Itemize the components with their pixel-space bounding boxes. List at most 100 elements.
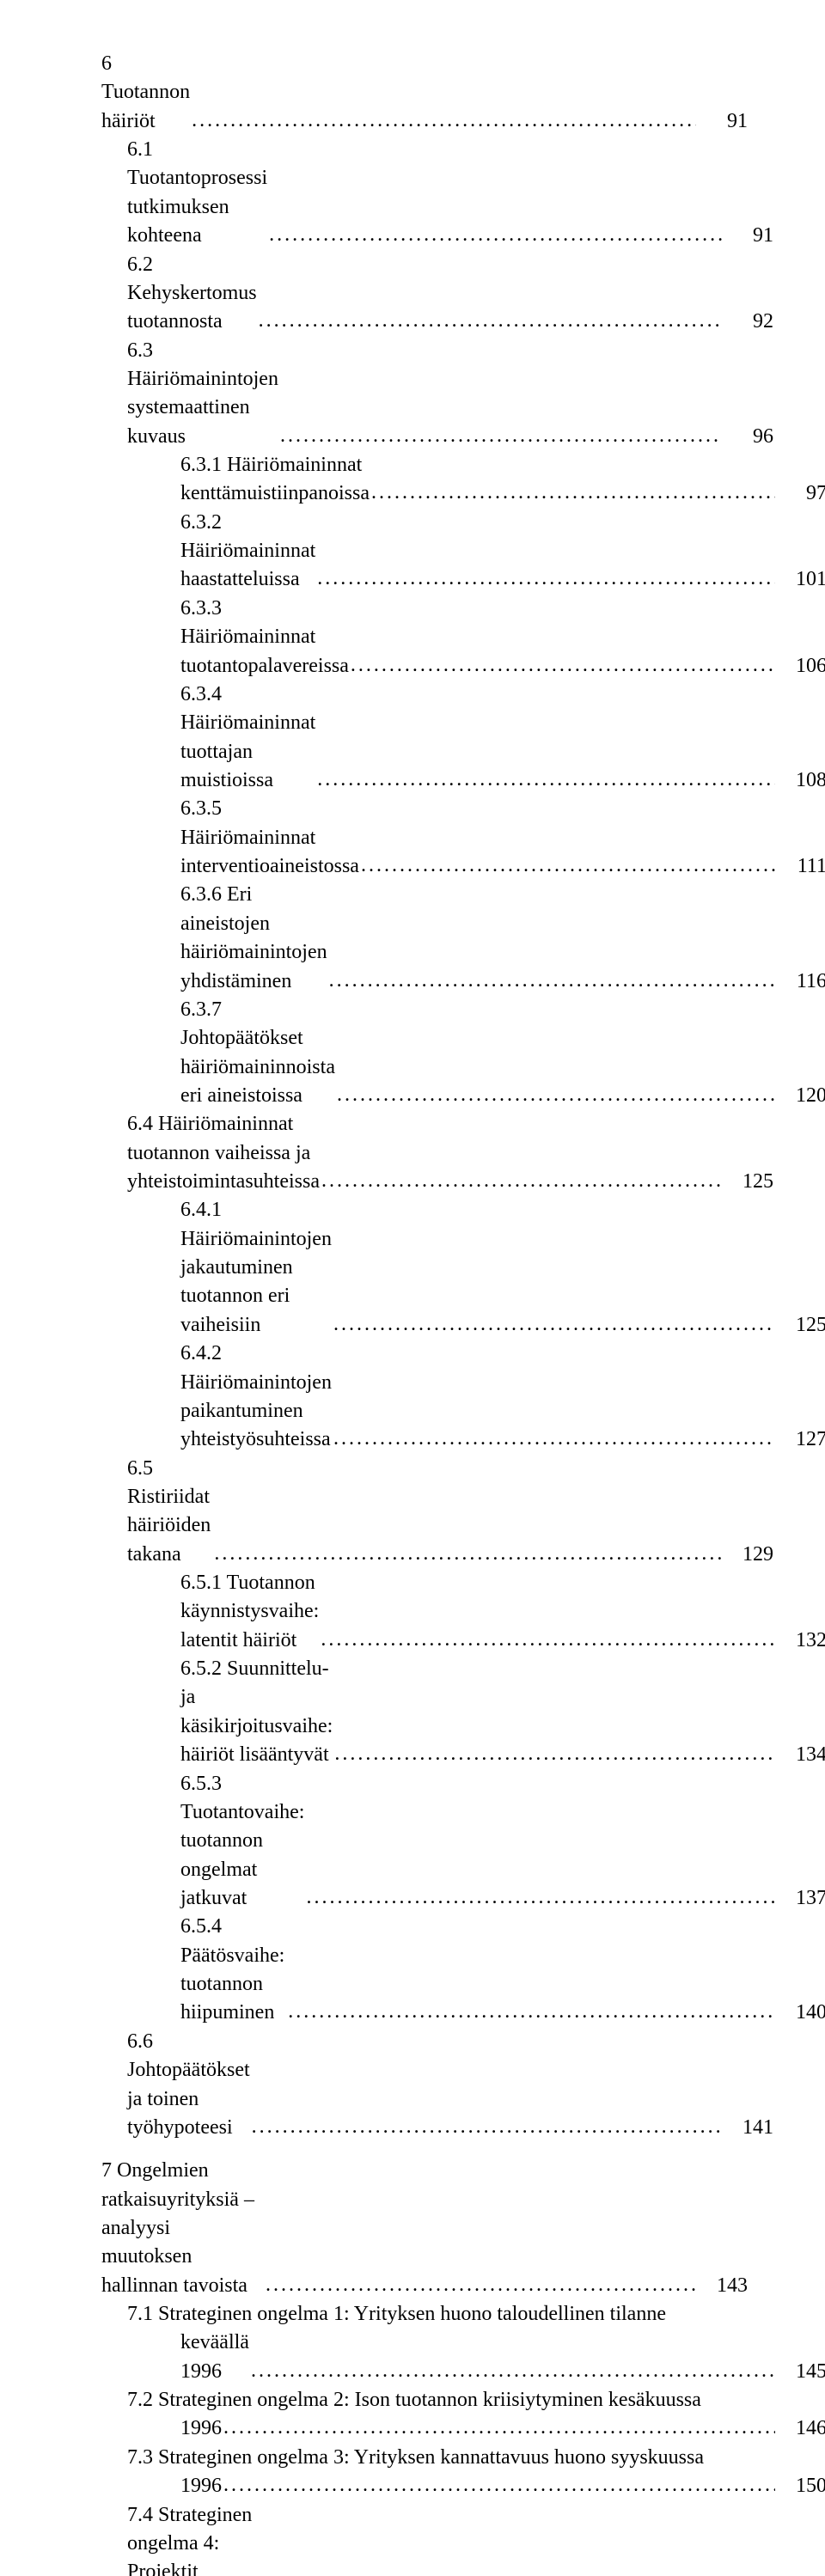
- table-of-contents-page: 6 Tuotannon häiriöt.....................…: [0, 0, 825, 2576]
- toc-leader: ........................................…: [267, 221, 722, 249]
- toc-entry-title: 7.2 Strateginen ongelma 2: Ison tuotanno…: [127, 2386, 701, 2414]
- toc-entry-title: 7 Ongelmien ratkaisuyrityksiä – analyysi…: [101, 2157, 264, 2300]
- toc-leader: ........................................…: [332, 1310, 775, 1339]
- toc-leader: ........................................…: [320, 1167, 722, 1195]
- toc-entry: 6.3.2 Häiriömaininnat haastatteluissa...…: [101, 509, 825, 595]
- toc-entry-title-cont: 1996: [180, 2472, 222, 2500]
- toc-entry-title: 6.2 Kehyskertomus tuotannosta: [127, 251, 257, 337]
- toc-entry-title: 6.5.2 Suunnittelu- ja käsikirjoitusvaihe…: [180, 1655, 333, 1769]
- toc-entry-title: 6 Tuotannon häiriöt: [101, 50, 190, 136]
- toc-entry-title: 6.3.1 Häiriömaininnat kenttämuistiinpano…: [180, 451, 370, 509]
- toc-entry-title: 6.5.4 Päätösvaihe: tuotannon hiipuminen: [180, 1913, 286, 2027]
- toc-entry-title: 6.3.4 Häiriömaininnat tuottajan muistioi…: [180, 681, 315, 795]
- toc-entry: 6.4.2 Häiriömainintojen paikantuminen yh…: [101, 1340, 825, 1454]
- toc-leader: ........................................…: [264, 2271, 696, 2299]
- toc-leader: ........................................…: [349, 651, 775, 680]
- toc-page-number: 125: [775, 1311, 825, 1340]
- toc-entry-title: 6.5.3 Tuotantovaihe: tuotannon ongelmat …: [180, 1770, 305, 1914]
- toc-page-number: 141: [722, 2114, 773, 2142]
- toc-leader: ........................................…: [315, 565, 775, 593]
- toc-leader: ........................................…: [190, 107, 696, 135]
- toc-leader: ........................................…: [222, 2471, 775, 2500]
- toc-entry: 6.5.3 Tuotantovaihe: tuotannon ongelmat …: [101, 1770, 825, 1914]
- toc-leader: ........................................…: [333, 1740, 775, 1768]
- toc-entry-title: 6.1 Tuotantoprosessi tutkimuksen kohteen…: [127, 136, 267, 250]
- toc-page-number: 108: [775, 766, 825, 795]
- toc-page-number: 140: [775, 1999, 825, 2027]
- toc-page-number: 145: [775, 2358, 825, 2386]
- toc-leader: ........................................…: [222, 2414, 775, 2442]
- toc-entry: 6.3.7 Johtopäätökset häiriömaininnoista …: [101, 996, 825, 1110]
- toc-entry: 7.2 Strateginen ongelma 2: Ison tuotanno…: [101, 2386, 773, 2414]
- toc-entry-title: 6.3.5 Häiriömaininnat interventioaineist…: [180, 795, 359, 881]
- toc-entry: 6.5.2 Suunnittelu- ja käsikirjoitusvaihe…: [101, 1655, 825, 1769]
- toc-page-number: 106: [775, 652, 825, 681]
- toc-page-number: 134: [775, 1741, 825, 1769]
- toc-entry: 6 Tuotannon häiriöt.....................…: [101, 50, 748, 136]
- toc-entry-title: 6.4.1 Häiriömainintojen jakautuminen tuo…: [180, 1196, 332, 1340]
- toc-entry: 6.1 Tuotantoprosessi tutkimuksen kohteen…: [101, 136, 773, 250]
- toc-leader: ........................................…: [335, 1081, 775, 1109]
- toc-leader: ........................................…: [359, 852, 775, 880]
- toc-page-number: 96: [722, 423, 773, 451]
- toc-entry-title: 6.5.1 Tuotannon käynnistysvaihe: latenti…: [180, 1569, 319, 1655]
- toc-entry-title: 6.4 Häiriömaininnat tuotannon vaiheissa …: [127, 1110, 320, 1196]
- toc-leader: ........................................…: [278, 422, 722, 450]
- toc-entry: 7.1 Strateginen ongelma 1: Yrityksen huo…: [101, 2300, 773, 2329]
- toc-leader: ........................................…: [250, 2113, 722, 2141]
- toc-page-number: 91: [722, 222, 773, 250]
- toc-entry-title: 6.4.2 Häiriömainintojen paikantuminen yh…: [180, 1340, 332, 1454]
- toc-page-number: 91: [696, 107, 748, 136]
- toc-page-number: 120: [775, 1082, 825, 1110]
- toc-entry: 6.3.1 Häiriömaininnat kenttämuistiinpano…: [101, 451, 825, 509]
- toc-page-number: 92: [722, 308, 773, 336]
- toc-leader: ........................................…: [305, 1883, 775, 1912]
- toc-entry: 6.3 Häiriömainintojen systemaattinen kuv…: [101, 337, 773, 451]
- toc-leader: ........................................…: [249, 2357, 775, 2385]
- toc-page-number: 132: [775, 1627, 825, 1655]
- toc-leader: ........................................…: [286, 1998, 775, 2026]
- toc-leader: ........................................…: [315, 766, 775, 794]
- toc-leader: ........................................…: [332, 1425, 775, 1453]
- toc-leader: ........................................…: [212, 1540, 722, 1568]
- toc-entry: 7.3 Strateginen ongelma 3: Yrityksen kan…: [101, 2444, 773, 2472]
- toc-entry-title: 6.6 Johtopäätökset ja toinen työhypotees…: [127, 2028, 250, 2142]
- toc-page-number: 101: [775, 565, 825, 594]
- toc-leader: ........................................…: [327, 967, 775, 995]
- section-gap: [101, 2142, 748, 2157]
- toc-entry-title: 6.3 Häiriömainintojen systemaattinen kuv…: [127, 337, 278, 451]
- toc-entry-title: 7.4 Strateginen ongelma 4: Projektit myö…: [127, 2501, 278, 2576]
- toc-entry-title: 7.3 Strateginen ongelma 3: Yrityksen kan…: [127, 2444, 704, 2472]
- toc-entry: 6.3.4 Häiriömaininnat tuottajan muistioi…: [101, 681, 825, 795]
- toc-entry-title: 6.3.3 Häiriömaininnat tuotantopalavereis…: [180, 595, 349, 681]
- toc-page-number: 111: [775, 852, 825, 881]
- toc-entry: 6.5 Ristiriidat häiriöiden takana.......…: [101, 1455, 773, 1569]
- toc-page-number: 116: [775, 968, 825, 996]
- toc-page-number: 137: [775, 1884, 825, 1913]
- toc-page-number: 150: [775, 2472, 825, 2500]
- toc-entry: 6.4 Häiriömaininnat tuotannon vaiheissa …: [101, 1110, 773, 1196]
- toc-leader: ........................................…: [257, 307, 722, 335]
- toc-entry-title: 6.5 Ristiriidat häiriöiden takana: [127, 1455, 212, 1569]
- toc-entry: 6.5.1 Tuotannon käynnistysvaihe: latenti…: [101, 1569, 825, 1655]
- toc-entry-continuation: 1996....................................…: [101, 2414, 825, 2443]
- toc-page-number: 125: [722, 1168, 773, 1196]
- toc-page-number: 97: [775, 479, 825, 508]
- toc-entry: 7.4 Strateginen ongelma 4: Projektit myö…: [101, 2501, 773, 2576]
- toc-entry: 6.4.1 Häiriömainintojen jakautuminen tuo…: [101, 1196, 825, 1340]
- toc-page-number: 143: [696, 2272, 748, 2300]
- toc-entry-title-cont: 1996: [180, 2414, 222, 2443]
- toc-entry-continuation: 1996....................................…: [101, 2472, 825, 2500]
- toc-entry-title-cont: keväällä 1996: [180, 2329, 249, 2386]
- toc-entry: 6.3.6 Eri aineistojen häiriömainintojen …: [101, 881, 825, 995]
- toc-entry: 6.3.5 Häiriömaininnat interventioaineist…: [101, 795, 825, 881]
- toc-entry: 7 Ongelmien ratkaisuyrityksiä – analyysi…: [101, 2157, 748, 2300]
- toc-page-number: 146: [775, 2414, 825, 2443]
- toc-entry: 6.3.3 Häiriömaininnat tuotantopalavereis…: [101, 595, 825, 681]
- toc-leader: ........................................…: [319, 1626, 775, 1654]
- toc-entry-title: 6.3.2 Häiriömaininnat haastatteluissa: [180, 509, 315, 595]
- toc-entry: 6.6 Johtopäätökset ja toinen työhypotees…: [101, 2028, 773, 2142]
- toc-entry-continuation: keväällä 1996...........................…: [101, 2329, 825, 2386]
- toc-entry: 6.5.4 Päätösvaihe: tuotannon hiipuminen.…: [101, 1913, 825, 2027]
- toc-entry-title: 6.3.7 Johtopäätökset häiriömaininnoista …: [180, 996, 335, 1110]
